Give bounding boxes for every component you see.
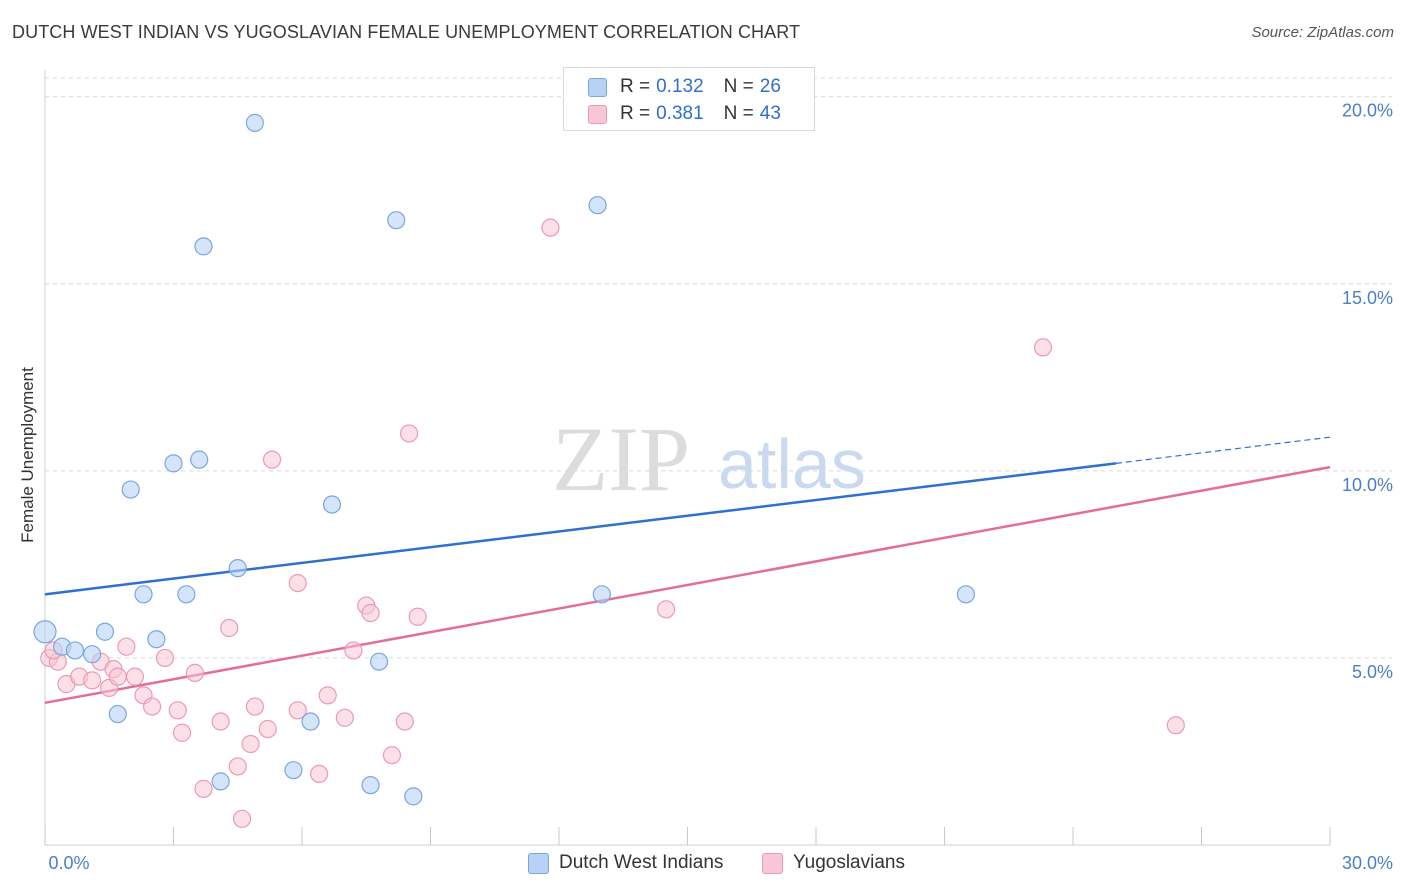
point-yugoslavian [310, 764, 329, 784]
legend-label-yugo: Yugoslavians [793, 852, 905, 873]
legend-swatch-yugo [588, 104, 607, 124]
point-yugoslavian [172, 723, 192, 742]
point-dutch-west-indian [95, 622, 115, 641]
legend-r-label: R = [620, 103, 651, 124]
legend-r-value: 0.132 [656, 76, 704, 97]
point-yugoslavian [194, 779, 213, 798]
point-dutch-west-indian [588, 196, 607, 215]
point-yugoslavian [220, 618, 239, 638]
trend-line-yugoslavians [44, 465, 1331, 705]
point-yugoslavian [117, 637, 136, 656]
legend-n-value: 26 [759, 76, 781, 97]
legend-item-dutch: Dutch West Indians [528, 852, 723, 874]
point-yugoslavian [399, 424, 419, 443]
point-dutch-west-indian [33, 620, 57, 644]
legend-row-yugo: R = 0.381 N = 43 [588, 102, 781, 126]
point-yugoslavian [262, 450, 282, 469]
point-yugoslavian [1166, 716, 1185, 735]
y-tick-label: 5.0% [1352, 662, 1393, 682]
point-dutch-west-indian [322, 495, 342, 514]
point-dutch-west-indian [370, 652, 389, 671]
chart-title: DUTCH WEST INDIAN VS YUGOSLAVIAN FEMALE … [12, 22, 801, 42]
data-points [33, 113, 1185, 828]
point-yugoslavian [155, 648, 175, 668]
point-yugoslavian [258, 719, 277, 739]
point-yugoslavian [83, 671, 102, 690]
point-dutch-west-indian [121, 480, 140, 499]
point-yugoslavian [288, 701, 307, 720]
legend-label-dutch: Dutch West Indians [559, 852, 724, 873]
legend-n-label: N = [723, 76, 754, 97]
point-yugoslavian [185, 663, 205, 682]
point-dutch-west-indian [194, 237, 213, 256]
legend-r-label: R = [620, 76, 651, 97]
source-label: Source: ZipAtlas.com [1251, 24, 1394, 41]
point-dutch-west-indian [387, 211, 406, 230]
point-yugoslavian [241, 734, 260, 754]
point-dutch-west-indian [211, 772, 230, 791]
point-yugoslavian [382, 746, 402, 765]
point-yugoslavian [232, 809, 252, 828]
point-yugoslavian [1033, 338, 1053, 357]
point-dutch-west-indian [245, 113, 264, 132]
axes [44, 70, 1331, 846]
legend-row-dutch: R = 0.132 N = 26 [588, 75, 781, 99]
point-dutch-west-indian [361, 776, 380, 795]
point-dutch-west-indian [592, 585, 611, 604]
point-yugoslavian [288, 573, 307, 593]
point-yugoslavian [335, 708, 354, 727]
point-dutch-west-indian [108, 704, 127, 724]
point-yugoslavian [344, 641, 363, 660]
trend-lines [44, 436, 1331, 705]
y-tick-label: 20.0% [1342, 101, 1393, 121]
point-dutch-west-indian [190, 450, 209, 469]
point-dutch-west-indian [65, 641, 85, 660]
point-yugoslavian [108, 667, 127, 686]
point-yugoslavian [541, 218, 560, 237]
point-dutch-west-indian [134, 585, 153, 604]
y-axis-label: Female Unemployment [18, 367, 37, 543]
x-tick-label: 30.0% [1342, 853, 1393, 873]
tick-labels: 5.0% 10.0% 15.0% 20.0% 0.0% 30.0% [48, 101, 1393, 873]
point-yugoslavian [361, 603, 380, 623]
point-dutch-west-indian [956, 585, 976, 604]
point-dutch-west-indian [164, 454, 183, 473]
correlation-legend: R = 0.132 N = 26 R = 0.381 N = 43 [563, 67, 815, 131]
point-yugoslavian [656, 600, 676, 619]
point-yugoslavian [142, 697, 162, 716]
legend-swatch-dutch [588, 77, 607, 97]
watermark-atlas: atlas [718, 425, 866, 503]
point-dutch-west-indian [83, 645, 102, 664]
grid-lines [45, 77, 1392, 659]
point-yugoslavian [211, 712, 230, 731]
point-yugoslavian [168, 701, 187, 720]
point-dutch-west-indian [404, 787, 423, 806]
y-tick-label: 10.0% [1342, 475, 1393, 495]
point-dutch-west-indian [284, 761, 303, 780]
point-yugoslavian [395, 712, 414, 731]
point-dutch-west-indian [301, 712, 320, 731]
point-dutch-west-indian [147, 630, 166, 649]
y-tick-label: 15.0% [1342, 288, 1393, 308]
watermark-zip: ZIP [552, 408, 690, 510]
point-yugoslavian [408, 607, 427, 626]
series-legend: Dutch West Indians Yugoslavians [0, 850, 1406, 878]
point-yugoslavian [228, 757, 247, 776]
legend-swatch-yugo [762, 852, 783, 874]
point-yugoslavian [318, 686, 337, 705]
trend-line-dutch-extension [1115, 436, 1331, 464]
point-dutch-west-indian [177, 585, 196, 604]
x-tick-label: 0.0% [48, 853, 89, 873]
legend-n-label: N = [723, 103, 754, 124]
legend-r-value: 0.381 [656, 103, 704, 124]
legend-swatch-dutch [528, 852, 549, 874]
point-yugoslavian [125, 667, 145, 686]
trend-line-dutch-west-indians [44, 462, 1116, 596]
watermark: ZIP atlas [552, 408, 866, 510]
legend-item-yugo: Yugoslavians [762, 852, 905, 874]
point-dutch-west-indian [228, 559, 247, 578]
point-yugoslavian [245, 697, 264, 716]
legend-n-value: 43 [759, 103, 781, 124]
